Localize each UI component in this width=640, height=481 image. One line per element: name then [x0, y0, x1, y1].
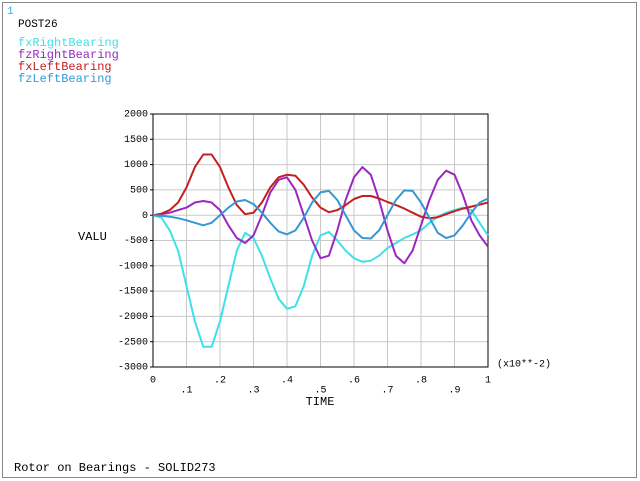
y-tick-label: 0: [142, 211, 148, 222]
x-tick-label: .5: [314, 386, 326, 397]
x-tick-label: .7: [381, 386, 393, 397]
y-tick-label: -3000: [118, 363, 148, 374]
x-tick-label: .3: [247, 386, 259, 397]
x-tick-label: .1: [180, 386, 192, 397]
y-tick-label: -2000: [118, 312, 148, 323]
x-tick-label: 1: [485, 376, 491, 387]
window-number: 1: [7, 6, 14, 18]
series-line: [152, 153, 489, 220]
x-tick-label: .8: [415, 376, 427, 387]
x-tick-label: .2: [214, 376, 226, 387]
y-tick-label: 1000: [124, 160, 148, 171]
y-tick-label: 500: [130, 186, 148, 197]
x-tick-label: .6: [348, 376, 360, 387]
y-tick-label: 1500: [124, 135, 148, 146]
plot-frame: [152, 113, 489, 368]
x-tick-label: .4: [281, 376, 293, 387]
x-multiplier: (x10**-2): [497, 359, 551, 371]
y-tick-label: -2500: [118, 337, 148, 348]
y-tick-label: 2000: [124, 110, 148, 121]
y-tick-label: -1000: [118, 261, 148, 272]
legend-entry: fzRightBearing: [18, 48, 119, 62]
series-line: [152, 166, 489, 265]
chart-title: POST26: [18, 19, 58, 31]
series-line: [152, 189, 489, 240]
x-tick-label: .9: [448, 386, 460, 397]
x-tick-label: 0: [150, 376, 156, 387]
footer: Rotor on Bearings - SOLID273: [14, 461, 216, 475]
y-tick-label: -500: [124, 236, 148, 247]
legend-entry: fxLeftBearing: [18, 60, 112, 74]
legend-entry: fzLeftBearing: [18, 72, 112, 86]
x-axis-label: TIME: [306, 395, 335, 409]
legend-entry: fxRightBearing: [18, 36, 119, 50]
y-axis-label: VALU: [78, 230, 107, 244]
y-tick-label: -1500: [118, 287, 148, 298]
